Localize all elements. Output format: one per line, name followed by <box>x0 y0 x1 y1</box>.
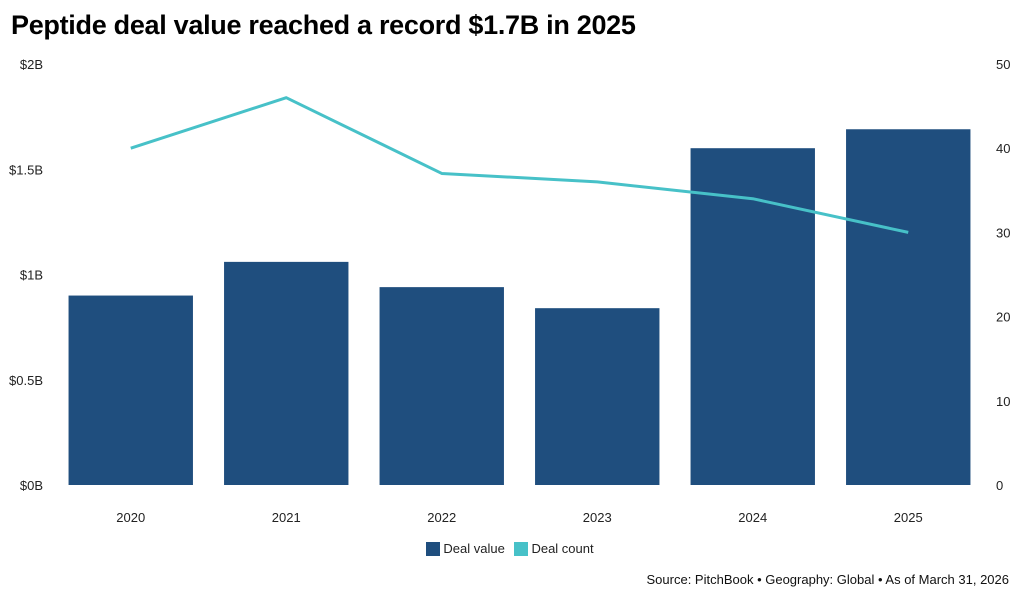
right-tick-label: 30 <box>996 225 1010 240</box>
x-tick-label: 2020 <box>116 510 145 525</box>
right-axis: 0 10 20 30 40 50 <box>996 57 1010 493</box>
x-tick-label: 2024 <box>738 510 767 525</box>
bar-deal-value <box>690 148 815 485</box>
bar-series <box>68 129 971 485</box>
left-axis: $0B $0.5B $1B $1.5B $2B <box>9 57 43 493</box>
bar-deal-value <box>379 287 504 485</box>
legend: Deal value Deal count <box>0 541 1020 559</box>
legend-item-deal-value: Deal value <box>426 541 505 556</box>
legend-swatch-deal-count <box>514 541 529 556</box>
x-tick-label: 2021 <box>272 510 301 525</box>
legend-label-deal-count: Deal count <box>531 541 594 556</box>
x-tick-label: 2025 <box>894 510 923 525</box>
right-tick-label: 20 <box>996 310 1010 325</box>
bar-deal-value <box>846 129 971 485</box>
left-tick-label: $0.5B <box>9 373 43 388</box>
x-tick-label: 2022 <box>427 510 456 525</box>
source-note: Source: PitchBook • Geography: Global • … <box>646 572 1009 587</box>
bar-deal-value <box>68 295 193 485</box>
x-axis: 2020 2021 2022 2023 2024 2025 <box>116 510 922 525</box>
left-tick-label: $1.5B <box>9 162 43 177</box>
bar-deal-value <box>535 308 660 485</box>
right-tick-label: 0 <box>996 478 1003 493</box>
legend-label-deal-value: Deal value <box>443 541 505 556</box>
x-tick-label: 2023 <box>583 510 612 525</box>
chart-title: Peptide deal value reached a record $1.7… <box>11 10 636 40</box>
legend-item-deal-count: Deal count <box>514 541 594 556</box>
deal-count-line <box>130 96 909 234</box>
left-tick-label: $0B <box>20 478 43 493</box>
right-tick-label: 40 <box>996 141 1010 156</box>
legend-swatch-deal-value <box>426 541 441 556</box>
bar-deal-value <box>224 261 349 485</box>
left-tick-label: $2B <box>20 57 43 72</box>
right-tick-label: 10 <box>996 394 1010 409</box>
left-tick-label: $1B <box>20 268 43 283</box>
right-tick-label: 50 <box>996 57 1010 72</box>
